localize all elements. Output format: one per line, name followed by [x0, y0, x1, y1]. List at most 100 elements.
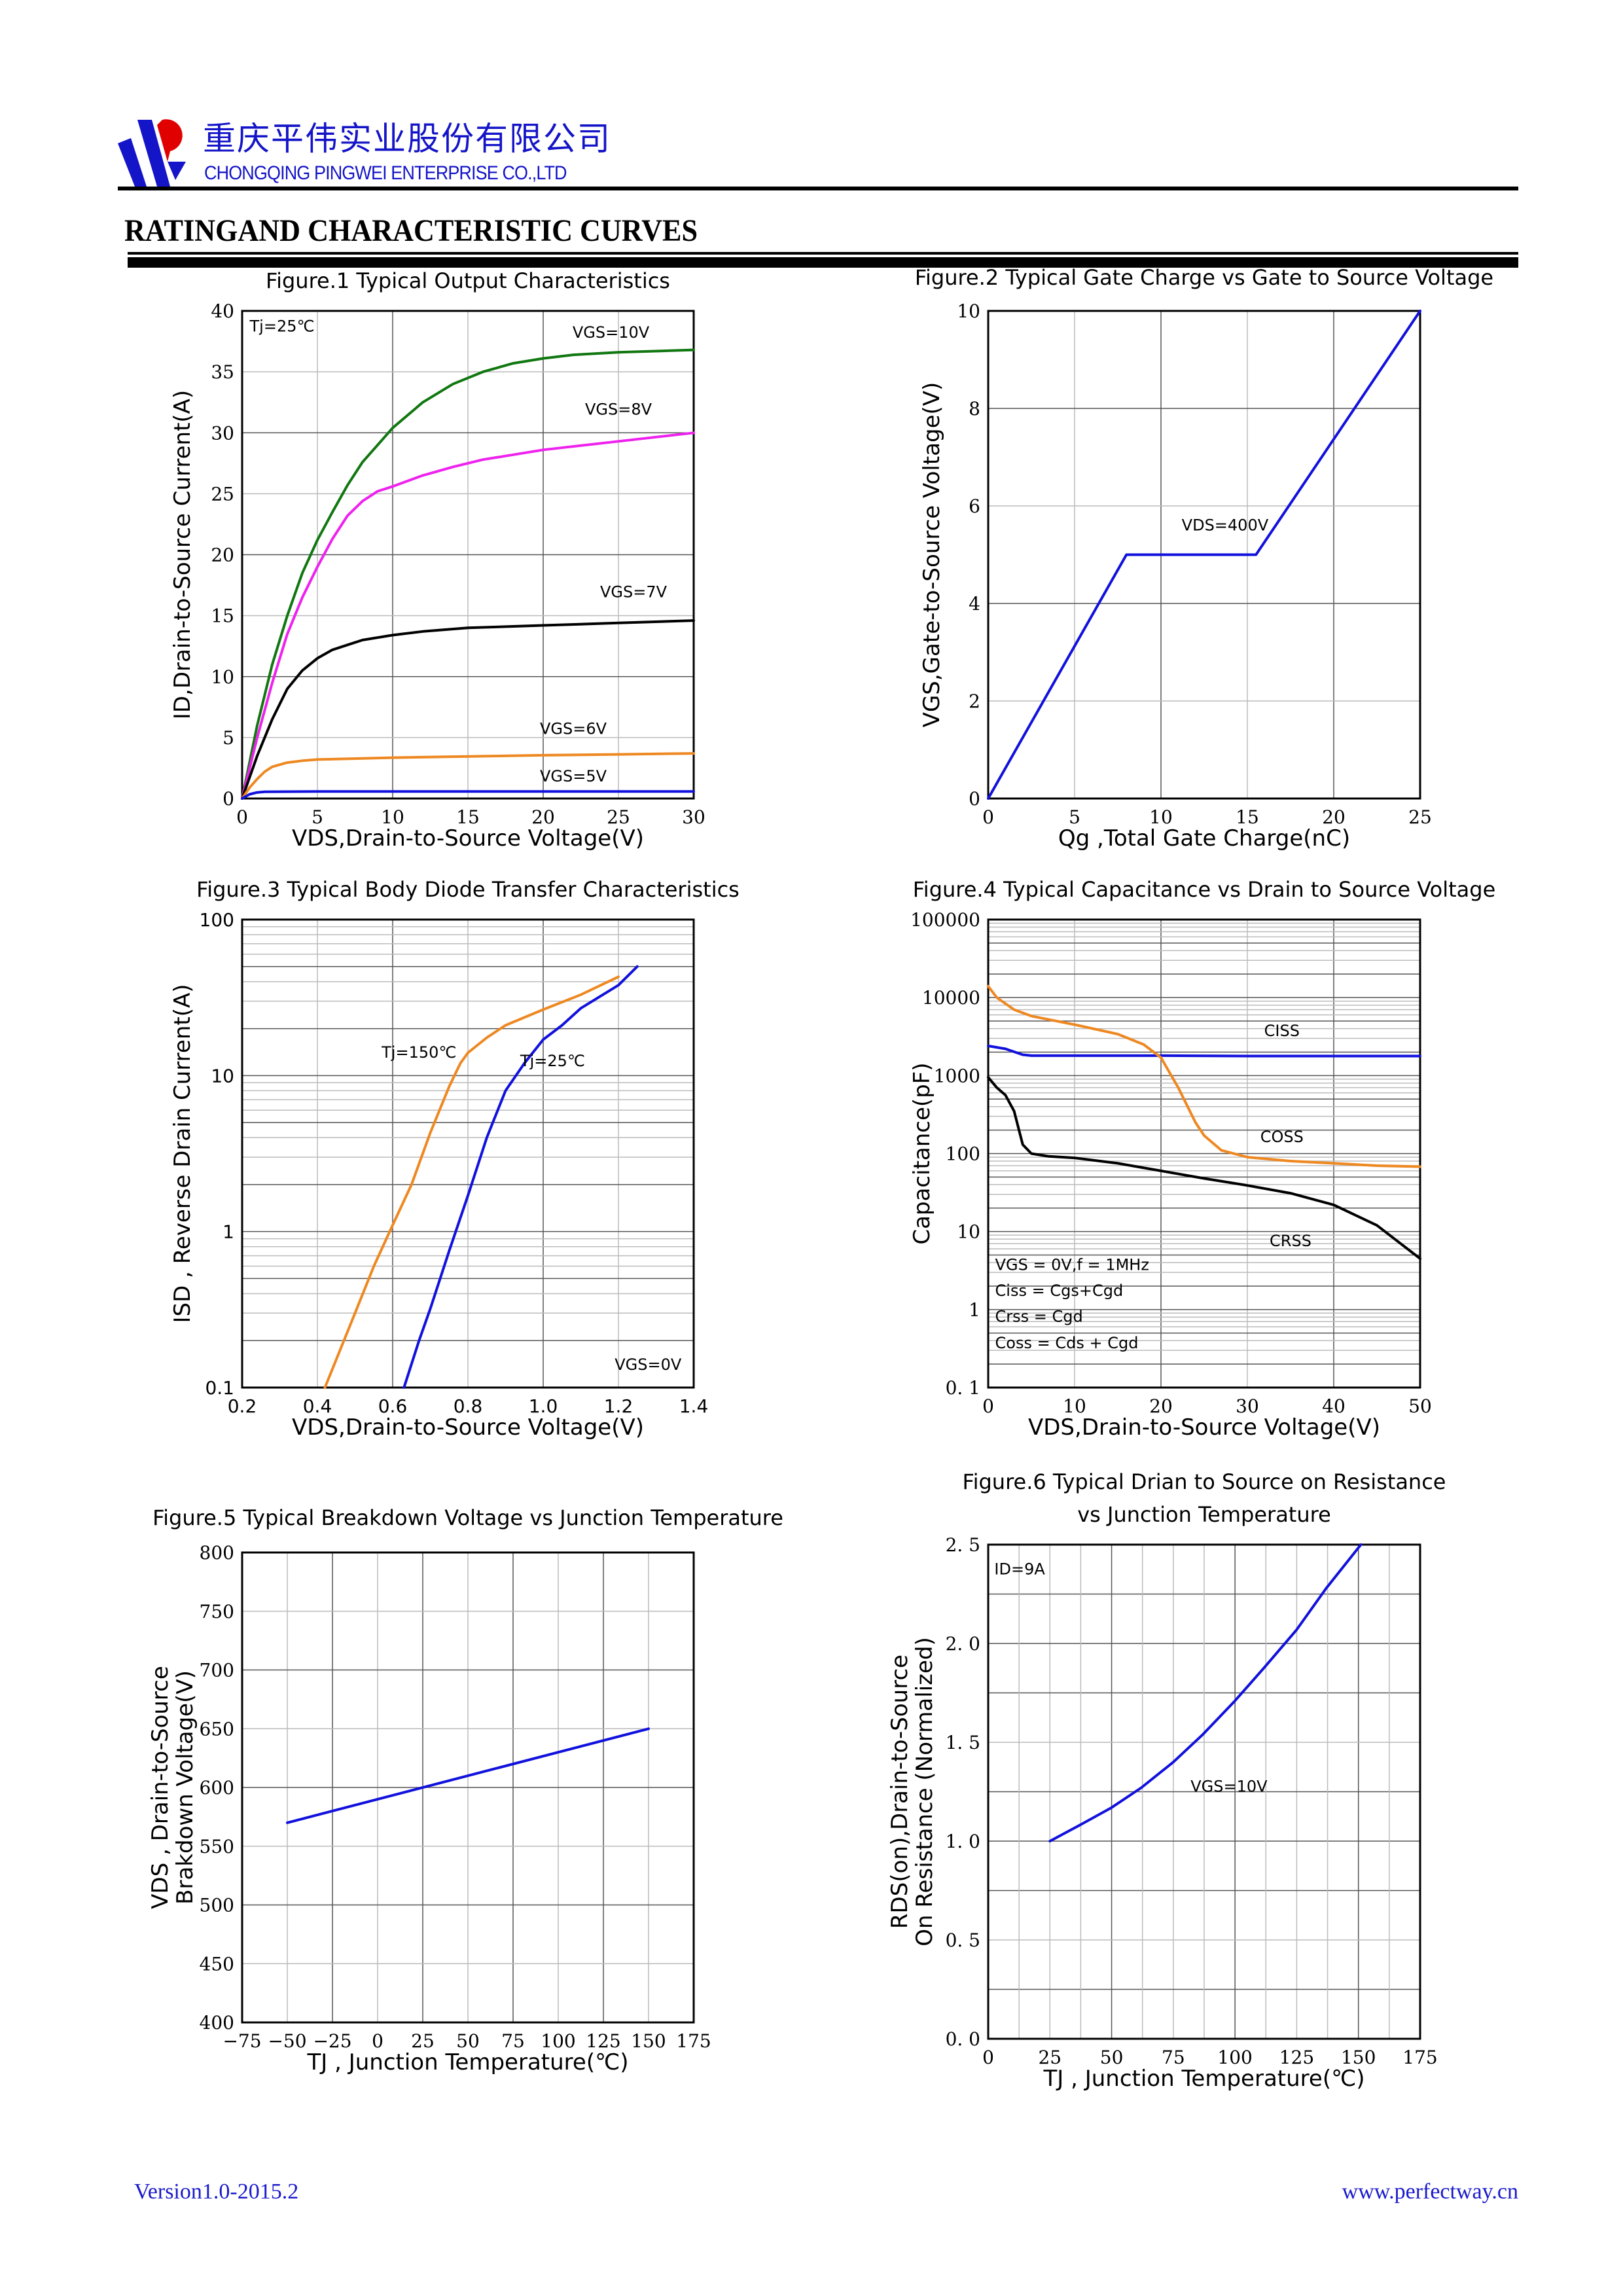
chart-title: Figure.2 Typical Gate Charge vs Gate to …	[915, 265, 1493, 290]
x-tick-label: 0.6	[378, 1395, 408, 1417]
y-tick-label: 10	[211, 1065, 234, 1086]
x-tick-label: 1.0	[529, 1395, 558, 1417]
x-tick-label: 0	[982, 806, 994, 828]
website-link[interactable]: www.perfectway.cn	[1342, 2179, 1518, 2204]
y-tick-label: 0. 5	[946, 1929, 980, 1951]
y-tick-label: 0	[223, 788, 234, 810]
x-tick-label: 0.2	[228, 1395, 257, 1417]
chart-annotation: Coss = Cds + Cgd	[995, 1334, 1139, 1352]
y-tick-label: 650	[200, 1718, 234, 1740]
chart-annotation: VGS=10V	[1190, 1778, 1268, 1796]
company-name-english: CHONGQING PINGWEI ENTERPRISE CO.,LTD	[204, 162, 567, 184]
figure-6-on-resistance: Figure.6 Typical Drian to Source on Resi…	[887, 1469, 1446, 2092]
chart-annotation: ID=9A	[994, 1560, 1045, 1578]
x-tick-label: 75	[501, 2030, 525, 2052]
figure-1-output-characteristics: Figure.1 Typical Output Characteristics 0…	[169, 268, 705, 852]
y-tick-label: 10	[211, 666, 234, 688]
series-label: VGS=5V	[540, 767, 607, 785]
x-tick-label: 10	[1063, 1395, 1086, 1417]
figure-4-capacitance: Figure.4 Typical Capacitance vs Drain to…	[909, 877, 1495, 1441]
chart-annotation: Crss = Cgd	[995, 1307, 1083, 1325]
series-line-vgs-10v	[241, 348, 695, 800]
x-tick-label: 40	[1322, 1395, 1346, 1417]
x-tick-label: 10	[1149, 806, 1173, 828]
plot-frame	[987, 310, 1421, 800]
x-tick-label: −50	[268, 2030, 306, 2052]
series-line-vgs-5v	[241, 790, 695, 800]
y-tick-label: 4	[969, 593, 980, 615]
x-tick-label: 20	[531, 806, 555, 828]
x-tick-label: 1.2	[604, 1395, 633, 1417]
y-tick-label: 1	[969, 1299, 980, 1321]
series-label: CRSS	[1270, 1232, 1311, 1250]
x-tick-label: 175	[676, 2030, 711, 2052]
x-axis-label: VDS,Drain-to-Source Voltage(V)	[292, 825, 644, 852]
x-tick-label: 50	[456, 2030, 480, 2052]
series-line-tj-25-	[402, 965, 639, 1389]
series-line-crss	[987, 1076, 1421, 1260]
x-tick-label: 20	[1149, 1395, 1173, 1417]
x-tick-label: 0.4	[303, 1395, 332, 1417]
y-tick-label: 450	[200, 1953, 234, 1975]
y-tick-label: 8	[969, 398, 980, 420]
chart-title: Figure.4 Typical Capacitance vs Drain to…	[913, 877, 1496, 902]
header-divider	[118, 187, 1518, 190]
series-label: CISS	[1264, 1022, 1300, 1040]
y-tick-label: 15	[211, 605, 234, 627]
x-tick-label: 15	[1236, 806, 1259, 828]
x-tick-label: 20	[1322, 806, 1346, 828]
series-label: COSS	[1260, 1128, 1304, 1146]
y-tick-label: 10	[957, 1221, 980, 1243]
y-tick-label: 40	[211, 300, 234, 322]
x-axis-label: VDS,Drain-to-Source Voltage(V)	[292, 1414, 644, 1441]
y-axis-label: On Resistance (Normalized)	[912, 1637, 938, 1946]
y-tick-label: 10000	[922, 987, 980, 1009]
x-tick-label: 0	[236, 806, 248, 828]
x-tick-label: 175	[1402, 2047, 1437, 2068]
x-tick-label: 5	[312, 806, 323, 828]
y-tick-label: 2. 0	[946, 1633, 980, 1655]
chart-title: Figure.3 Typical Body Diode Transfer Cha…	[196, 877, 740, 902]
series-label: Tj=150℃	[381, 1043, 456, 1062]
pingwei-logo-icon	[118, 119, 186, 187]
plot-frame	[987, 1543, 1421, 2040]
y-axis-label: Brakdown Voltage(V)	[172, 1670, 198, 1905]
series-line-vgs-6v	[241, 752, 695, 800]
x-tick-label: 50	[1408, 1395, 1432, 1417]
x-tick-label: 100	[1217, 2047, 1252, 2068]
x-tick-label: −25	[313, 2030, 351, 2052]
x-tick-label: −75	[223, 2030, 261, 2052]
x-axis-label: TJ , Junction Temperature(℃)	[1043, 2066, 1364, 2092]
y-tick-label: 6	[969, 495, 980, 517]
chart-annotation: VDS=400V	[1182, 516, 1269, 534]
y-tick-label: 0. 0	[946, 2028, 980, 2050]
x-tick-label: 25	[607, 806, 630, 828]
x-tick-label: 0	[982, 2047, 994, 2068]
y-axis-label: Capacitance(pF)	[909, 1062, 935, 1244]
x-tick-label: 10	[381, 806, 404, 828]
chart-annotation: VGS = 0V,f = 1MHz	[995, 1256, 1149, 1274]
y-tick-label: 20	[211, 545, 234, 566]
plot-frame	[241, 1551, 695, 2024]
x-tick-label: 100	[541, 2030, 575, 2052]
grid-lines	[241, 920, 694, 1388]
y-tick-label: 25	[211, 483, 234, 505]
y-tick-label: 100	[200, 909, 234, 931]
series-label: VGS=7V	[600, 583, 668, 601]
y-tick-label: 1	[223, 1221, 234, 1243]
x-tick-label: 15	[456, 806, 480, 828]
y-tick-label: 30	[211, 422, 234, 444]
y-tick-label: 100	[946, 1143, 980, 1165]
version-label: Version1.0-2015.2	[134, 2179, 299, 2204]
x-tick-label: 75	[1162, 2047, 1185, 2068]
series-line-bvdss	[286, 1727, 650, 1824]
series-line-ciss	[987, 1045, 1421, 1058]
plot-frame	[241, 918, 695, 1389]
y-tick-label: 2	[969, 691, 980, 712]
x-tick-label: 25	[411, 2030, 435, 2052]
chart-title: Figure.6 Typical Drian to Source on Resi…	[963, 1469, 1446, 1494]
plot-frame	[987, 918, 1421, 1389]
y-tick-label: 800	[200, 1542, 234, 1564]
series-line-vgs-8v	[241, 431, 695, 800]
x-tick-label: 5	[1069, 806, 1080, 828]
